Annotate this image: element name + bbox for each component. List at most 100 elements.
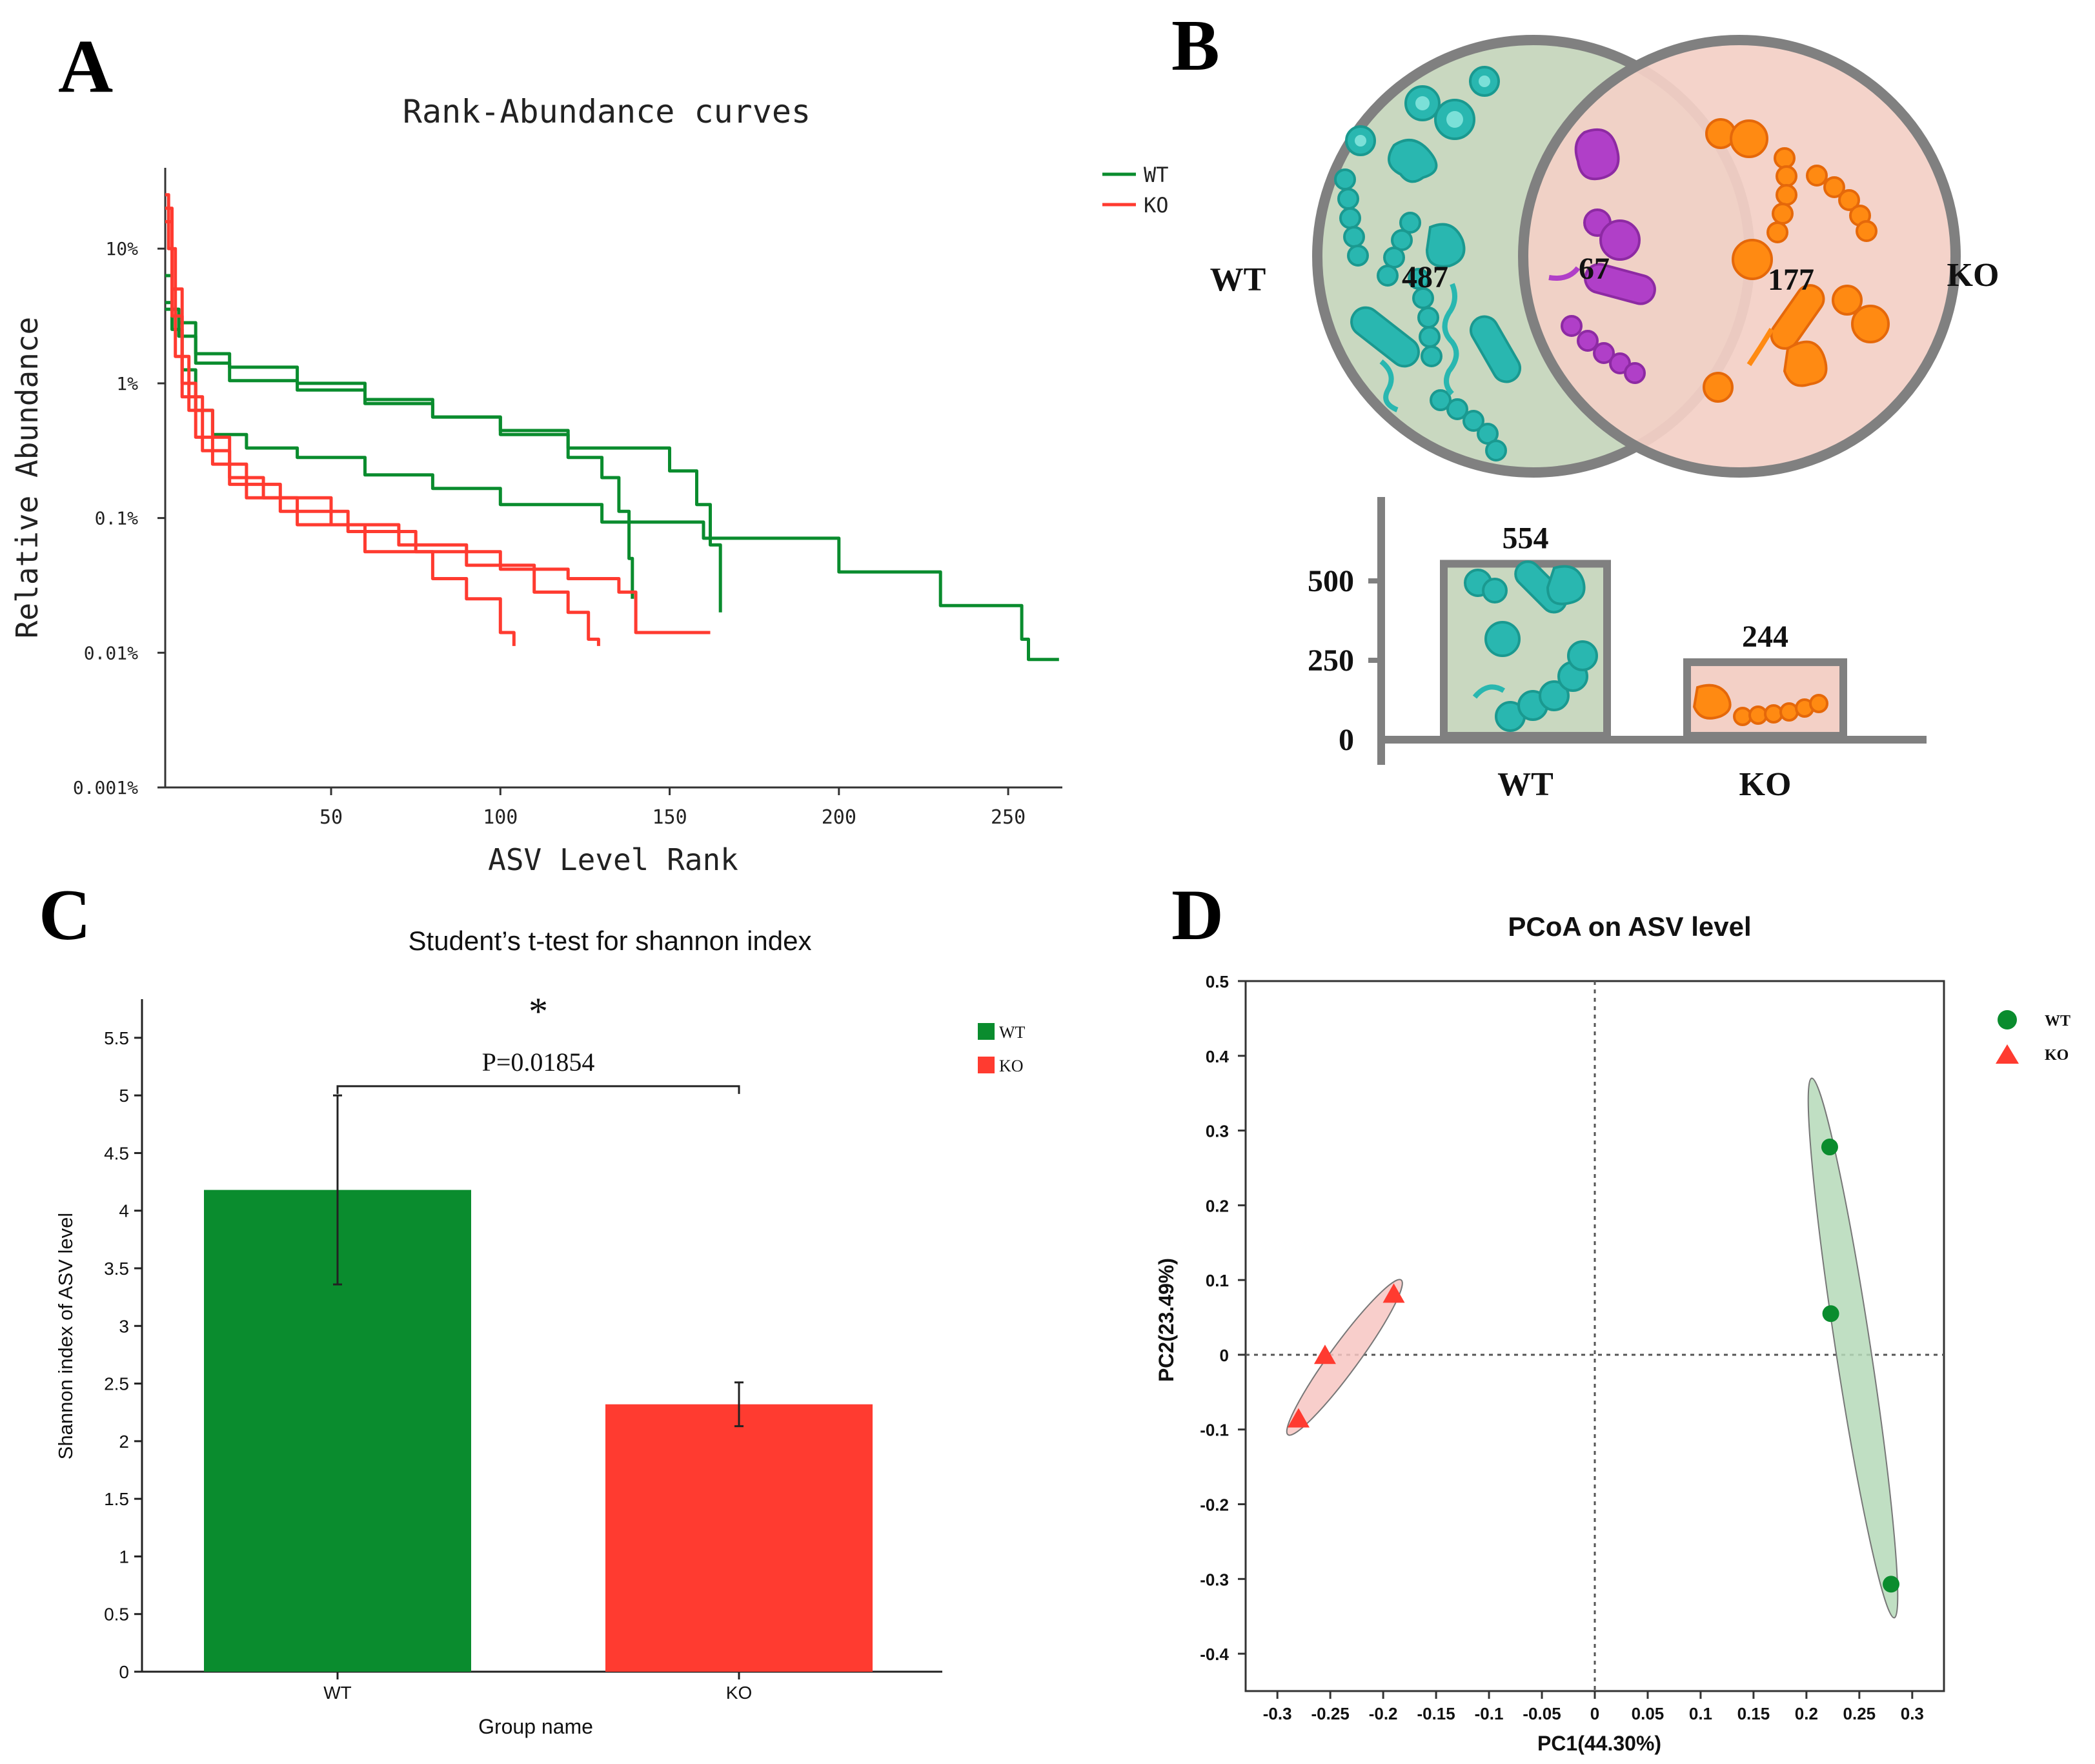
venn-ko-label: KO (1947, 257, 1999, 294)
chart-d-y-tick-label: 0.3 (1206, 1122, 1229, 1141)
chart-a-x-tick-label: 250 (991, 806, 1026, 829)
chart-d-x-tick-label: -0.2 (1369, 1704, 1398, 1723)
chart-a-y-tick-label: 0.1% (95, 508, 139, 529)
chart-d-legend-wt-label: WT (2045, 1013, 2070, 1029)
chart-d-point-wt (1822, 1305, 1839, 1323)
chart-a-series-ko-1 (165, 193, 516, 646)
chart-c-legend-ko-label: KO (999, 1057, 1024, 1075)
chart-a-y-tick-label: 0.01% (84, 642, 138, 664)
chart-d-legend: WT KO (1996, 1010, 2070, 1064)
bar-b-value-label: 554 (1503, 521, 1549, 555)
chart-c-y-tick-label: 1.5 (104, 1489, 129, 1509)
chart-d-point-ko (1313, 1344, 1336, 1364)
chart-d-x-tick-label: -0.1 (1475, 1704, 1504, 1723)
chart-d-point-wt (1821, 1139, 1838, 1156)
chart-d-x-tick-label: 0.15 (1737, 1704, 1770, 1723)
chart-c-legend: WT KO (978, 1023, 1026, 1075)
chart-d-x-tick-label: -0.05 (1523, 1704, 1561, 1723)
chart-c-bar-ko (605, 1404, 873, 1672)
chart-d-ellipse-wt (1807, 1077, 1899, 1619)
chart-d-x-tick-label: 0.05 (1632, 1704, 1665, 1723)
chart-d-x-tick-label: -0.15 (1417, 1704, 1455, 1723)
chart-d-x-tick-label: 0.25 (1843, 1704, 1876, 1723)
chart-a-x-label: ASV Level Rank (488, 842, 738, 877)
panel-d: D PCoA on ASV level -0.3 -0.25 -0.2 -0.15 -0… (1155, 875, 2070, 1755)
bar-b-bars: 554 WT 244 KO (1440, 521, 1847, 803)
chart-a-y-label: Relative Abundance (10, 317, 45, 639)
chart-c-bars: WT KO * P=0.01854 (204, 990, 873, 1703)
bacteria-ko-icon (1703, 118, 1890, 403)
chart-c-y-ticks: 0 0.5 1 1.5 2 2.5 3 3.5 4 4.5 5 5.5 (104, 1028, 142, 1682)
chart-c-legend-ko-swatch (978, 1057, 995, 1073)
chart-c-y-label: Shannon index of ASV level (54, 1213, 77, 1460)
chart-a-legend: WT KO (1102, 163, 1169, 218)
chart-c-p-value: P=0.01854 (482, 1048, 595, 1077)
chart-d-ticks: -0.3 -0.25 -0.2 -0.15 -0.1 -0.05 0 0.05 0.1 0.15 0… (1200, 972, 1924, 1723)
chart-c-y-tick-label: 0.5 (104, 1605, 129, 1625)
chart-a-legend-ko-label: KO (1144, 193, 1169, 218)
bar-b-y-tick-label: 500 (1308, 564, 1354, 598)
chart-c-y-tick-label: 1 (119, 1546, 129, 1566)
chart-c-y-tick-label: 5.5 (104, 1028, 129, 1048)
venn-shared-count: 67 (1579, 252, 1610, 286)
bar-b-y-tick-label: 0 (1339, 723, 1354, 757)
panel-c: C Student’s t-test for shannon index 0 0.… (39, 875, 1026, 1738)
chart-c-y-tick-label: 5 (119, 1086, 129, 1106)
chart-a-y-tick-label: 1% (116, 373, 138, 394)
chart-a-legend-wt-label: WT (1144, 163, 1169, 187)
chart-c-y-tick-label: 3 (119, 1316, 129, 1336)
chart-d-x-label: PC1(44.30%) (1537, 1732, 1661, 1755)
chart-d-y-tick-label: 0 (1220, 1346, 1229, 1365)
chart-d-y-tick-label: 0.4 (1206, 1047, 1230, 1066)
chart-d-legend-ko-label: KO (2045, 1047, 2069, 1064)
chart-c-y-tick-label: 0 (119, 1662, 129, 1682)
chart-c-title: Student’s t-test for shannon index (409, 926, 812, 956)
chart-c-x-tick-label: KO (726, 1683, 752, 1703)
chart-d-y-tick-label: -0.3 (1200, 1570, 1229, 1589)
chart-c-y-tick-label: 2 (119, 1432, 129, 1452)
chart-d-ellipse-ko (1286, 1279, 1403, 1436)
chart-c-x-label: Group name (478, 1715, 593, 1738)
chart-d-y-tick-label: -0.4 (1200, 1645, 1229, 1664)
chart-a-x-tick-label: 50 (319, 806, 343, 829)
bar-b-wt-bacteria-icon (1464, 560, 1598, 732)
chart-a-y-tick-label: 0.001% (73, 777, 138, 798)
chart-a-x-tick-label: 100 (483, 806, 518, 829)
chart-a-series-ko-2 (165, 207, 600, 646)
chart-d-legend-ko-marker (1996, 1044, 2019, 1064)
chart-d-point-ko (1382, 1283, 1405, 1303)
chart-d-point-ko (1287, 1408, 1310, 1428)
chart-c-legend-wt-swatch (978, 1023, 995, 1040)
chart-a-y-tick-label: 10% (105, 238, 138, 259)
panel-b: B (1171, 6, 1999, 803)
bar-b-y-ticks: 0 250 500 (1308, 564, 1381, 757)
chart-a-x-ticks: 50 100 150 200 250 (319, 787, 1026, 829)
chart-d-x-tick-label: 0.3 (1901, 1704, 1924, 1723)
chart-a-series-wt-2 (165, 307, 722, 613)
venn-wt-only-count: 487 (1402, 260, 1448, 294)
chart-a-series-wt-3 (165, 274, 1059, 662)
chart-c-significance-bracket (336, 1085, 740, 1094)
venn-wt-label: WT (1210, 261, 1266, 298)
bacteria-wt-icon (1334, 66, 1521, 461)
chart-a-x-tick-label: 200 (822, 806, 856, 829)
chart-d-x-tick-label: 0.2 (1795, 1704, 1818, 1723)
bar-b-category-label: WT (1497, 766, 1554, 803)
chart-c-y-tick-label: 2.5 (104, 1374, 129, 1394)
chart-c-x-tick-label: WT (323, 1683, 352, 1703)
chart-d-zero-lines (1246, 981, 1944, 1691)
chart-d-y-tick-label: 0.5 (1206, 972, 1229, 991)
chart-a-series-wt-1 (165, 301, 634, 599)
chart-d-legend-wt-marker (1998, 1010, 2017, 1029)
set-size-bar-chart: 0 250 500 554 WT 244 KO (1308, 497, 1927, 803)
chart-a-series (165, 193, 1059, 662)
bar-b-value-label: 244 (1742, 620, 1788, 654)
chart-d-point-wt (1883, 1576, 1900, 1593)
chart-d-x-tick-label: -0.3 (1263, 1704, 1292, 1723)
chart-a-x-tick-label: 150 (652, 806, 687, 829)
panel-label-d: D (1171, 875, 1224, 955)
panel-label-a: A (58, 24, 113, 108)
bar-b-category-label: KO (1739, 766, 1792, 803)
chart-d-title: PCoA on ASV level (1508, 911, 1751, 942)
